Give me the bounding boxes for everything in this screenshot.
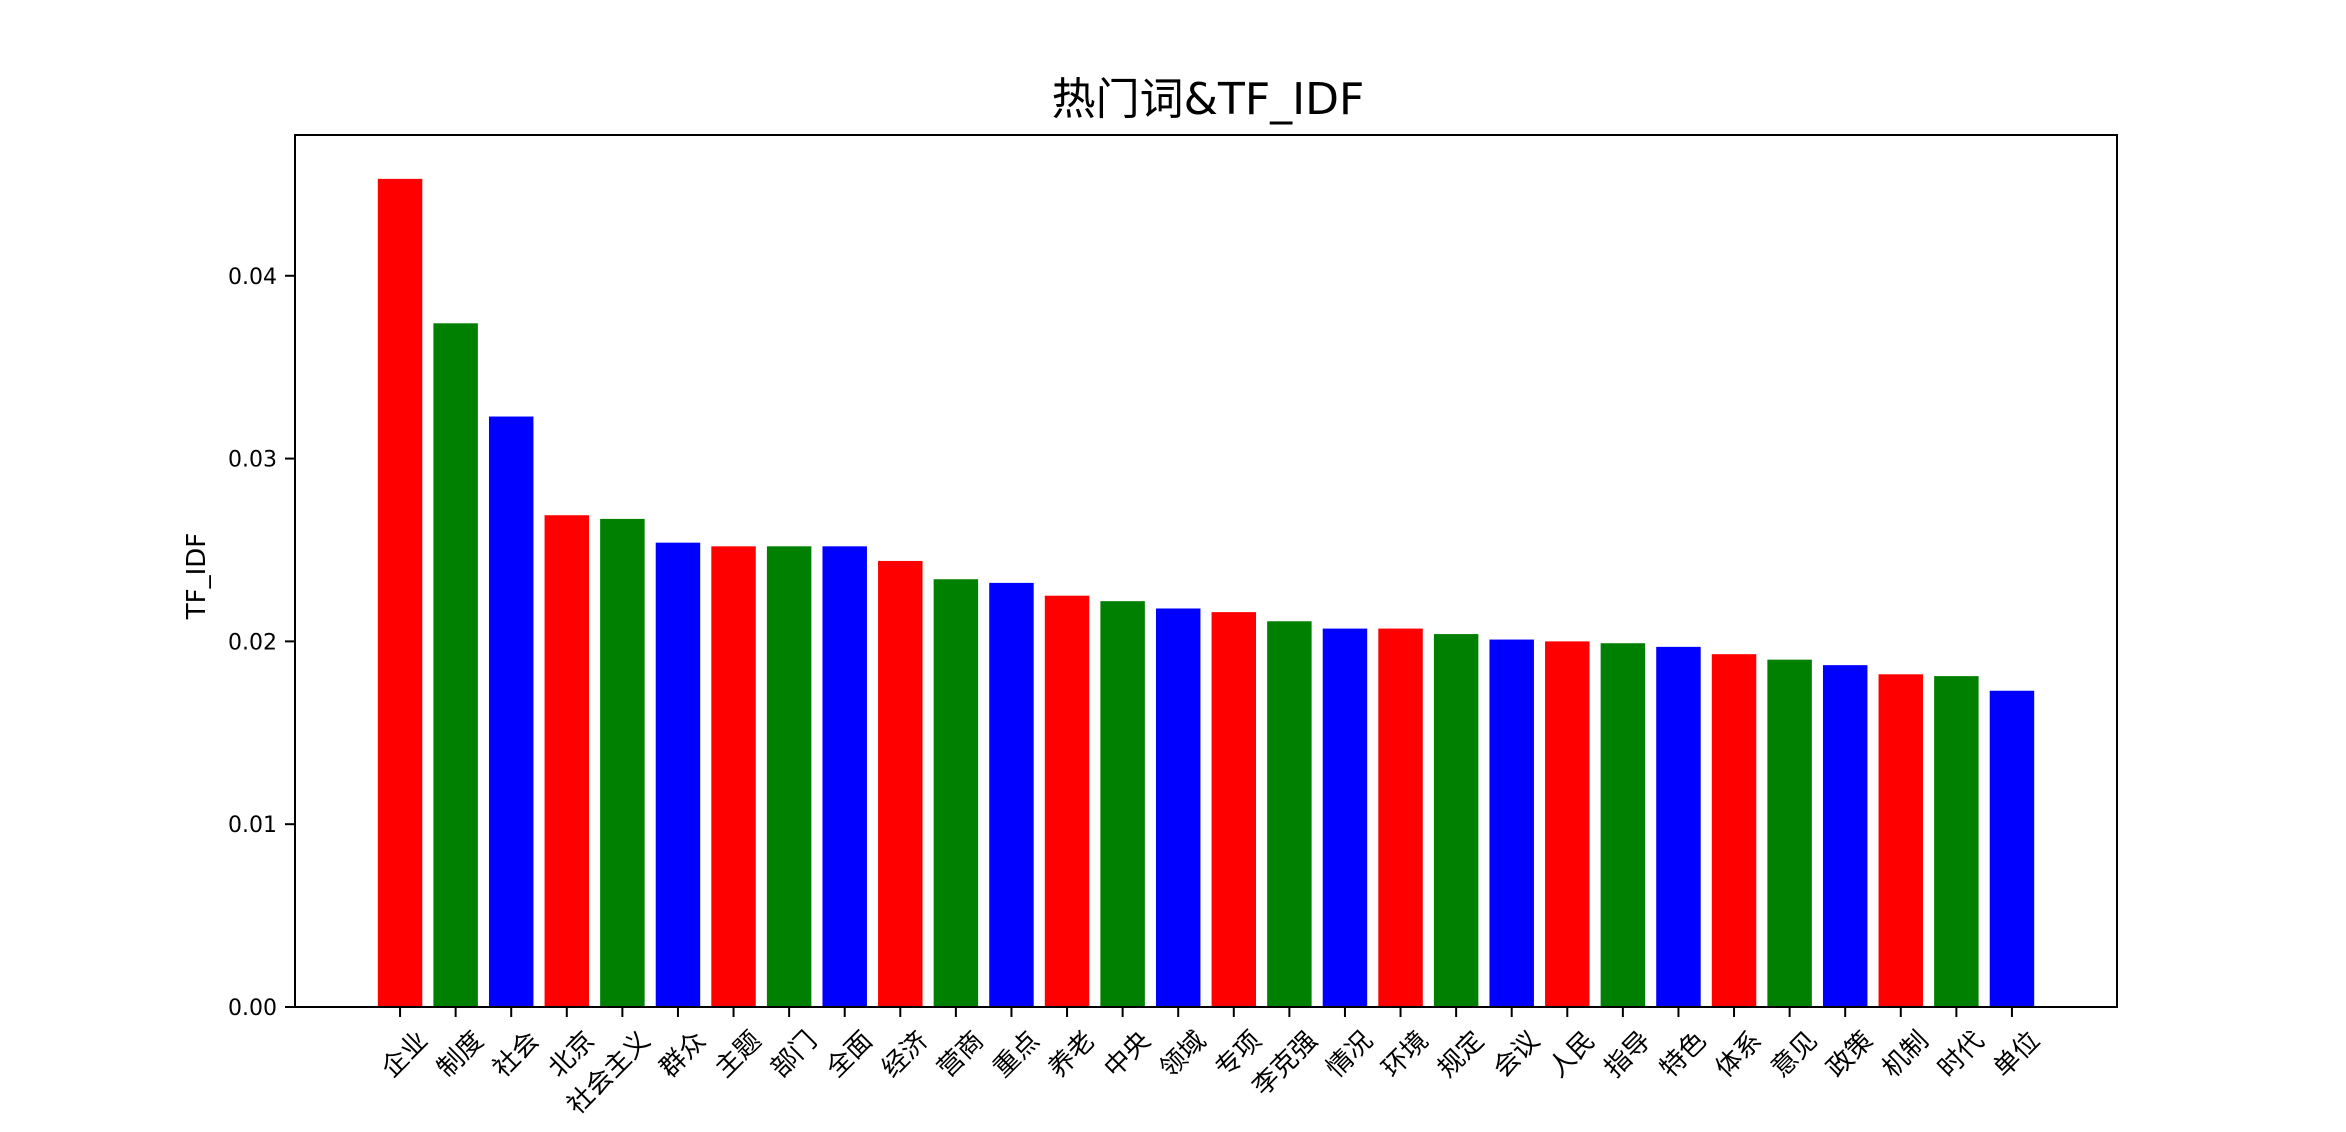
bar-单位: [1989, 690, 2035, 1007]
bar-群众: [655, 542, 701, 1007]
bar-意见: [1767, 659, 1812, 1007]
bar-体系: [1711, 654, 1757, 1007]
bars-layer: [377, 178, 2035, 1007]
bar-养老: [1044, 595, 1090, 1007]
bar-会议: [1489, 639, 1534, 1007]
bar-全面: [822, 546, 867, 1007]
bar-情况: [1322, 628, 1368, 1007]
bar-社会: [488, 416, 534, 1007]
bar-人民: [1545, 641, 1590, 1007]
bar-企业: [377, 178, 423, 1007]
bar-社会主义: [600, 518, 645, 1007]
bar-北京: [544, 515, 590, 1007]
bar-领域: [1155, 608, 1201, 1007]
y-axis-label: TF_IDF: [182, 533, 212, 620]
bar-部门: [766, 546, 812, 1007]
y-tick-label: 0.03: [228, 448, 277, 473]
bar-重点: [989, 582, 1034, 1007]
bar-机制: [1878, 674, 1924, 1007]
bar-规定: [1433, 634, 1479, 1007]
bar-指导: [1600, 643, 1646, 1007]
plot-area-frame: [294, 134, 2118, 1008]
y-axis-ticks: 0.00 0.01 0.02 0.03 0.04: [228, 265, 295, 1021]
bar-主题: [711, 546, 756, 1007]
bar-营商: [933, 579, 979, 1007]
bar-环境: [1378, 628, 1423, 1007]
bar-经济: [878, 560, 923, 1007]
y-tick-label: 0.04: [228, 265, 277, 290]
y-tick-label: 0.02: [228, 630, 277, 655]
bar-特色: [1656, 646, 1701, 1007]
bar-制度: [433, 323, 478, 1007]
chart-title: 热门词&TF_IDF: [1052, 74, 1365, 125]
bar-政策: [1822, 665, 1868, 1007]
bar-专项: [1211, 612, 1257, 1007]
bar-中央: [1100, 601, 1145, 1007]
y-tick-label: 0.01: [228, 813, 277, 838]
bar-时代: [1934, 676, 1979, 1007]
bar-李克强: [1267, 621, 1312, 1007]
y-tick-label: 0.00: [228, 996, 277, 1021]
